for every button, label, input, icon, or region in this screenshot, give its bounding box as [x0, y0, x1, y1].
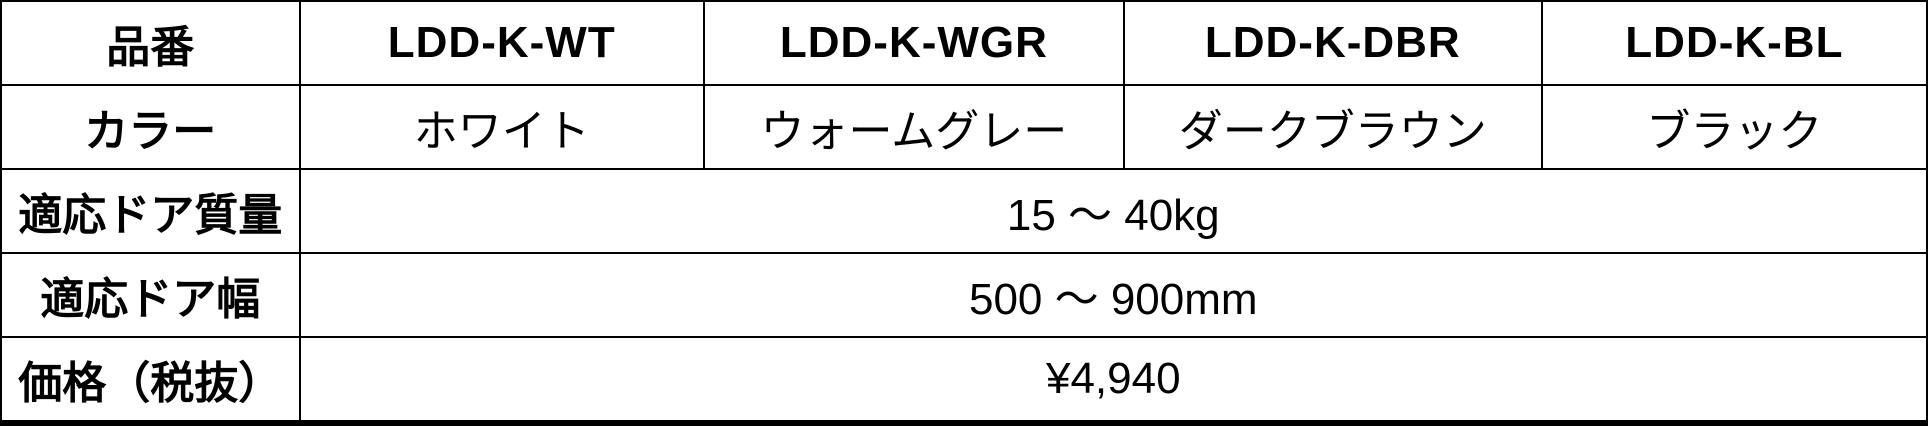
door-width-value-cell: 500 ～ 900mm	[298, 251, 1928, 338]
color-value-cell: ホワイト	[298, 83, 705, 170]
door-weight-value-cell: 15 ～ 40kg	[298, 167, 1928, 254]
model-code-cell: LDD-K-BL	[1540, 0, 1928, 86]
color-row: カラー ホワイト ウォームグレー ダークブラウン ブラック	[0, 83, 1928, 170]
model-code-cell: LDD-K-WGR	[702, 0, 1125, 86]
price-row-label: 価格（税抜）	[0, 335, 301, 426]
model-number-row-label: 品番	[0, 0, 301, 86]
color-value-cell: ウォームグレー	[702, 83, 1125, 170]
door-width-row: 適応ドア幅 500 ～ 900mm	[0, 251, 1928, 338]
model-number-row: 品番 LDD-K-WT LDD-K-WGR LDD-K-DBR LDD-K-BL	[0, 0, 1928, 86]
model-code-cell: LDD-K-WT	[298, 0, 705, 86]
color-value-cell: ダークブラウン	[1122, 83, 1543, 170]
price-value-cell: ¥4,940	[298, 335, 1928, 426]
door-weight-row: 適応ドア質量 15 ～ 40kg	[0, 167, 1928, 254]
color-value-cell: ブラック	[1540, 83, 1928, 170]
door-weight-row-label: 適応ドア質量	[0, 167, 301, 254]
model-code-cell: LDD-K-DBR	[1122, 0, 1543, 86]
price-row: 価格（税抜） ¥4,940	[0, 335, 1928, 426]
color-row-label: カラー	[0, 83, 301, 170]
door-width-row-label: 適応ドア幅	[0, 251, 301, 338]
